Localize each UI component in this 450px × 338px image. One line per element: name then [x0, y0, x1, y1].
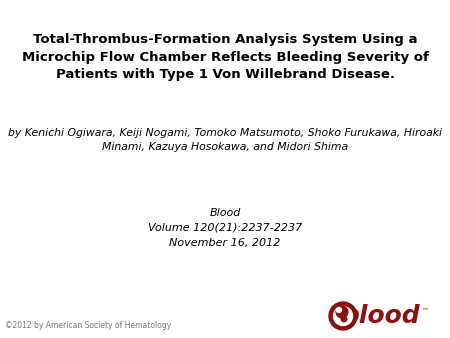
- Text: Total-Thrombus-Formation Analysis System Using a
Microchip Flow Chamber Reflects: Total-Thrombus-Formation Analysis System…: [22, 33, 428, 81]
- Circle shape: [336, 306, 348, 318]
- Circle shape: [341, 316, 347, 322]
- Text: blood: blood: [342, 304, 420, 328]
- Circle shape: [329, 302, 357, 330]
- Text: Blood
Volume 120(21):2237-2237
November 16, 2012: Blood Volume 120(21):2237-2237 November …: [148, 208, 302, 248]
- Text: ©2012 by American Society of Hematology: ©2012 by American Society of Hematology: [5, 321, 171, 330]
- Circle shape: [337, 308, 342, 313]
- Text: by Kenichi Ogiwara, Keiji Nogami, Tomoko Matsumoto, Shoko Furukawa, Hiroaki
Mina: by Kenichi Ogiwara, Keiji Nogami, Tomoko…: [8, 128, 442, 152]
- Text: ™: ™: [422, 307, 429, 313]
- Circle shape: [333, 307, 352, 325]
